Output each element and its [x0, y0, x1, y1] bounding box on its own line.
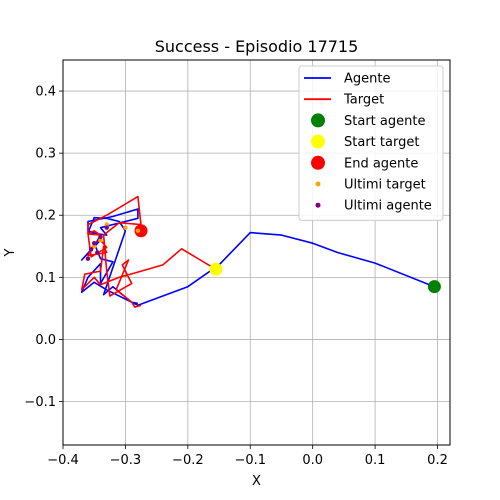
- x-tick-label: −0.3: [110, 453, 142, 468]
- marker-ultimi-agente: [95, 250, 100, 255]
- marker-end-agente: [134, 224, 148, 238]
- y-tick-label: 0.4: [35, 85, 56, 100]
- y-tick-label: 0.0: [35, 333, 56, 348]
- marker-ultimi-agente: [98, 234, 103, 240]
- legend-swatch-start-agente: [311, 113, 325, 128]
- ticks-layer: −0.4 −0.3 −0.2 −0.1 0.0 0.1 0.2 −0.1 0.0 0.1 0.2 0.…: [24, 85, 447, 468]
- marker-ultimi-target: [135, 228, 141, 233]
- marker-ultimi-agente: [88, 247, 94, 252]
- legend-label-agente: Agente: [344, 72, 390, 87]
- marker-ultimi-agente: [92, 240, 97, 246]
- marker-start-agente: [427, 280, 441, 294]
- y-tick-label: −0.1: [24, 395, 56, 410]
- x-tick-label: −0.2: [172, 453, 204, 468]
- legend-label-start-agente: Start agente: [344, 114, 425, 129]
- y-tick-label: 0.2: [35, 209, 56, 224]
- axes-frame: [62, 59, 451, 446]
- legend-box: [298, 65, 444, 221]
- series-layer: [80, 195, 441, 308]
- legend-label-end-agente: End agente: [344, 156, 418, 171]
- legend-label-target: Target: [343, 93, 384, 108]
- legend-label-ultimi-agente: Ultimi agente: [344, 199, 432, 214]
- marker-ultimi-target: [104, 222, 109, 227]
- marker-ultimi-target: [123, 225, 128, 230]
- marker-ultimi-target: [92, 244, 97, 249]
- series-line-target: [80, 195, 217, 308]
- marker-ultimi-agente: [104, 225, 109, 230]
- x-tick-label: 0.1: [365, 453, 386, 468]
- marker-ultimi-target: [98, 237, 103, 243]
- chart-title: Success - Episodio 17715: [155, 37, 359, 56]
- legend-label-ultimi-target: Ultimi target: [344, 178, 426, 193]
- y-axis-label: Y: [3, 248, 18, 257]
- legend-swatch-end-agente: [311, 155, 325, 170]
- legend-swatch-ultimi-agente: [315, 202, 321, 208]
- x-tick-label: −0.1: [234, 453, 266, 468]
- x-tick-label: −0.4: [47, 453, 79, 468]
- x-axis-label: X: [252, 474, 261, 489]
- marker-start-target: [209, 262, 223, 276]
- y-tick-label: 0.3: [35, 147, 56, 162]
- x-tick-label: 0.0: [302, 453, 323, 468]
- marker-ultimi-agente: [85, 256, 91, 261]
- legend: Agente Target Start agente Start target End …: [298, 65, 444, 221]
- legend-swatch-ultimi-target: [315, 181, 321, 187]
- x-tick-label: 0.2: [427, 453, 448, 468]
- legend-swatch-start-target: [311, 134, 325, 149]
- legend-label-start-target: Start target: [344, 135, 419, 150]
- y-tick-label: 0.1: [35, 271, 56, 286]
